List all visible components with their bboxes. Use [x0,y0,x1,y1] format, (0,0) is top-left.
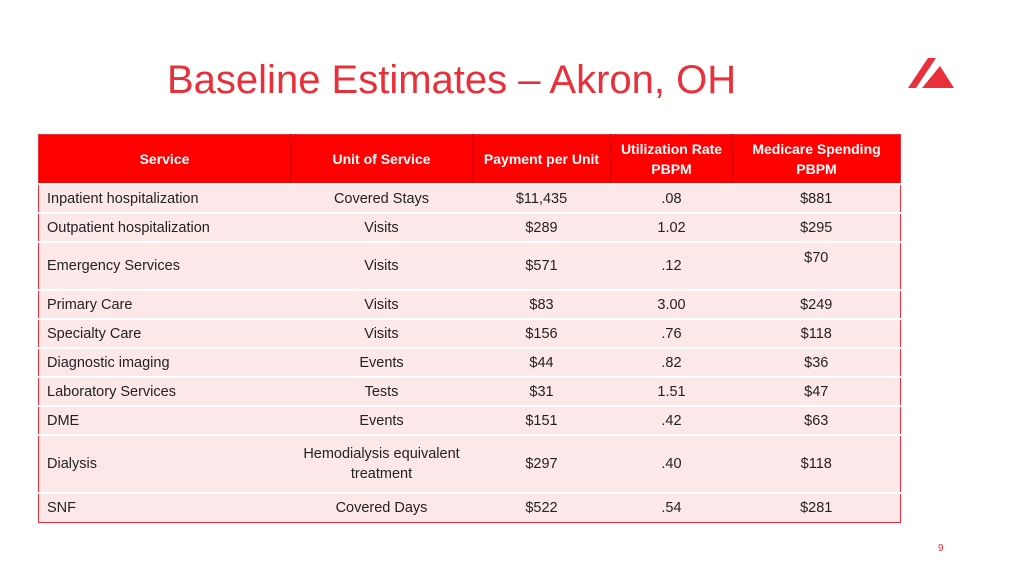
cell-service: DME [38,405,291,435]
cell-spending: $295 [732,212,901,242]
cell-payment: $289 [472,212,611,242]
cell-unit: Hemodialysis equivalent treatment [290,434,473,493]
cell-payment: $11,435 [472,183,611,213]
cell-service: Specialty Care [38,318,291,348]
cell-spending: $249 [732,289,901,319]
page-number: 9 [938,543,944,554]
cell-unit: Covered Stays [290,183,473,213]
cell-spending: $881 [732,183,901,213]
cell-utilization: .12 [610,241,733,290]
cell-service: Laboratory Services [38,376,291,406]
cell-service: Diagnostic imaging [38,347,291,377]
cell-payment: $571 [472,241,611,290]
red-triangle-logo-icon [908,58,954,88]
cell-payment: $83 [472,289,611,319]
cell-service: Primary Care [38,289,291,319]
table-row: Dialysis Hemodialysis equivalent treatme… [38,434,901,493]
cell-service: Inpatient hospitalization [38,183,291,213]
cell-payment: $151 [472,405,611,435]
cell-spending: $118 [732,318,901,348]
cell-unit: Events [290,405,473,435]
cell-utilization: .76 [610,318,733,348]
cell-payment: $31 [472,376,611,406]
cell-utilization: .40 [610,434,733,493]
cell-unit: Events [290,347,473,377]
cell-utilization: .08 [610,183,733,213]
cell-service: Outpatient hospitalization [38,212,291,242]
cell-unit: Visits [290,212,473,242]
cell-unit: Visits [290,241,473,290]
cell-service: SNF [38,492,291,522]
cell-utilization: 1.02 [610,212,733,242]
header-utilization-rate: Utilization Rate PBPM [610,134,733,184]
cell-utilization: 1.51 [610,376,733,406]
cell-unit: Covered Days [290,492,473,522]
cell-spending: $36 [732,347,901,377]
table-row: Emergency Services Visits $571 .12 $70 [38,241,901,290]
table-row: Primary Care Visits $83 3.00 $249 [38,289,901,319]
cell-payment: $44 [472,347,611,377]
table-row: Inpatient hospitalization Covered Stays … [38,183,901,213]
cell-unit: Visits [290,289,473,319]
cell-utilization: .54 [610,492,733,522]
cell-spending: $118 [732,434,901,493]
cell-spending: $281 [732,492,901,522]
header-medicare-spending: Medicare Spending PBPM [732,134,901,184]
cell-spending: $47 [732,376,901,406]
cell-payment: $522 [472,492,611,522]
header-payment-per-unit: Payment per Unit [472,134,611,184]
cell-payment: $297 [472,434,611,493]
slide-title: Baseline Estimates – Akron, OH [167,58,737,102]
header-unit-of-service: Unit of Service [290,134,473,184]
cell-unit: Tests [290,376,473,406]
table-row: Diagnostic imaging Events $44 .82 $36 [38,347,901,377]
cell-utilization: .82 [610,347,733,377]
table-row: DME Events $151 .42 $63 [38,405,901,435]
table-row: SNF Covered Days $522 .54 $281 [38,492,901,522]
cell-service: Dialysis [38,434,291,493]
baseline-estimates-table: Service Unit of Service Payment per Unit… [38,134,901,523]
cell-utilization: 3.00 [610,289,733,319]
cell-payment: $156 [472,318,611,348]
header-service: Service [38,134,291,184]
table-row: Outpatient hospitalization Visits $289 1… [38,212,901,242]
cell-unit: Visits [290,318,473,348]
table-header-row: Service Unit of Service Payment per Unit… [38,134,901,184]
cell-utilization: .42 [610,405,733,435]
cell-service: Emergency Services [38,241,291,290]
table-row: Laboratory Services Tests $31 1.51 $47 [38,376,901,406]
cell-spending: $63 [732,405,901,435]
cell-spending: $70 [732,241,901,290]
table-row: Specialty Care Visits $156 .76 $118 [38,318,901,348]
